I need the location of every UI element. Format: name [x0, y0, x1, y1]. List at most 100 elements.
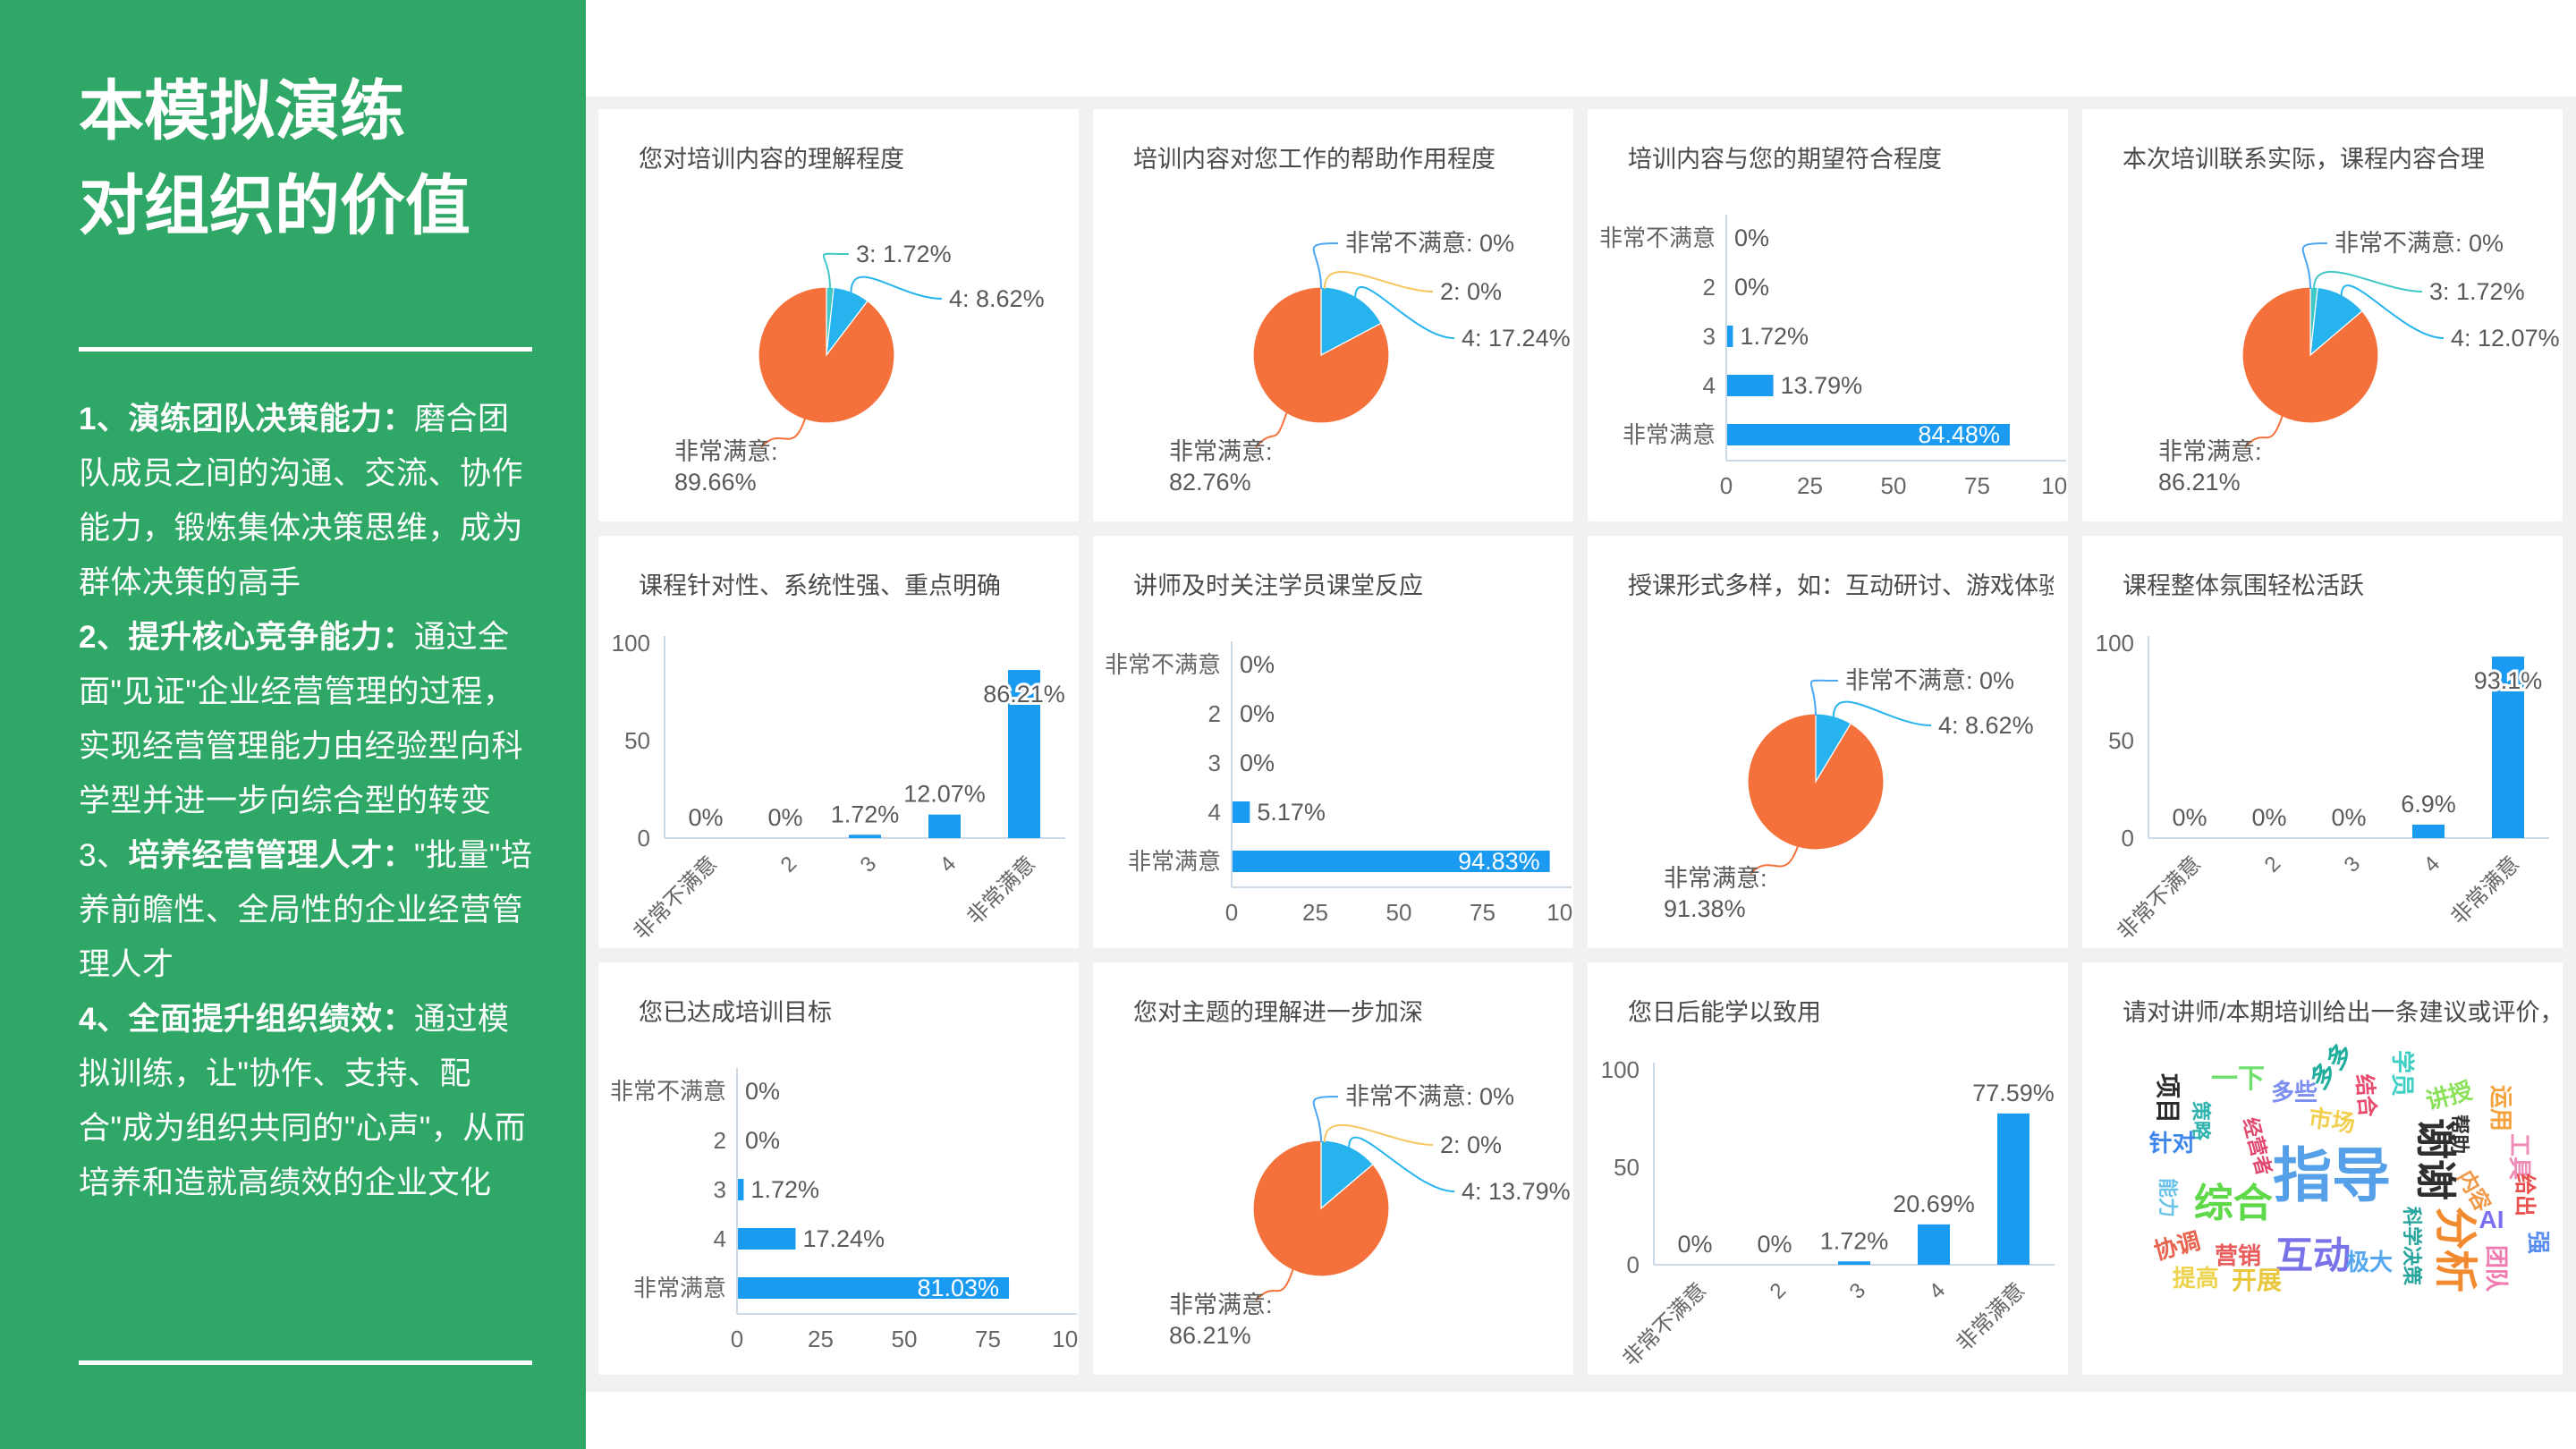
- svg-text:75: 75: [975, 1326, 1001, 1352]
- svg-text:4: 17.24%: 4: 17.24%: [1462, 325, 1571, 352]
- svg-text:5.17%: 5.17%: [1257, 799, 1326, 826]
- wordcloud-word: 工具: [2506, 1132, 2533, 1180]
- svg-text:0: 0: [1627, 1251, 1640, 1278]
- svg-text:3: 3: [714, 1176, 726, 1203]
- chart-title: 您对主题的理解进一步加深: [1133, 999, 1423, 1026]
- divider-bottom: [79, 1360, 532, 1365]
- svg-text:2: 2: [776, 852, 802, 877]
- wordcloud-word: 团队: [2482, 1245, 2510, 1292]
- pie-chart: 非常不满意: 0% 4: 8.62% 非常满意: 91.38%: [1664, 667, 2034, 922]
- divider-top: [79, 347, 532, 352]
- sidebar-item-lead: 4、全面提升组织绩效：: [79, 1002, 414, 1037]
- wordcloud-word: 一下: [2211, 1063, 2265, 1094]
- wordcloud-word: 项目: [2154, 1073, 2182, 1124]
- svg-text:3: 3: [1703, 323, 1716, 350]
- svg-text:非常不满意: 非常不满意: [610, 1078, 726, 1105]
- wordcloud-word: 学员: [2388, 1049, 2416, 1097]
- sidebar-item-2: 2、提升核心竞争能力：通过全面"见证"企业经营管理的过程，实现经营管理能力由经验…: [79, 610, 535, 828]
- wordcloud-word: 协调: [2150, 1226, 2203, 1266]
- svg-text:非常满意: 非常满意: [633, 1275, 726, 1301]
- svg-text:非常不满意: 0%: 非常不满意: 0%: [2334, 230, 2504, 257]
- svg-text:93.1%: 93.1%: [2474, 667, 2543, 694]
- chart-card-11: 您日后能学以致用 0 50 100 0% 非常不满意 0% 2 1.72% 3 20.69% 4 77.…: [1588, 962, 2068, 1375]
- chart-title: 课程针对性、系统性强、重点明确: [639, 572, 1001, 599]
- svg-text:0: 0: [638, 825, 650, 852]
- sidebar-item-lead: 1、演练团队决策能力：: [79, 402, 414, 436]
- pie-chart: 3: 1.72% 4: 8.62% 非常满意: 89.66%: [674, 241, 1045, 496]
- sidebar-item-1: 1、演练团队决策能力：磨合团队成员之间的沟通、交流、协作能力，锻炼集体决策思维，…: [79, 392, 535, 610]
- svg-text:非常满意: 非常满意: [962, 852, 1040, 929]
- wordcloud-word: 给出: [2512, 1173, 2538, 1216]
- svg-text:0%: 0%: [2331, 804, 2366, 831]
- chart-card-7: 授课形式多样，如：互动研讨、游戏体验、角色扮演非常不满意: 0% 4: 8.62%…: [1588, 536, 2068, 948]
- svg-text:1.72%: 1.72%: [831, 801, 900, 827]
- wordcloud-word: AI: [2479, 1206, 2504, 1234]
- svg-text:4: 12.07%: 4: 12.07%: [2451, 325, 2560, 352]
- chart-card-6: 讲师及时关注学员课堂反应 非常不满意 0% 2 0% 3 0% 4 5.17% 非常满意 94.83…: [1093, 536, 1573, 948]
- wordcloud-word: 经营者: [2238, 1114, 2276, 1178]
- svg-text:非常满意: 非常满意: [1128, 848, 1221, 875]
- svg-text:4: 4: [1925, 1278, 1951, 1304]
- svg-text:0%: 0%: [2251, 804, 2286, 831]
- wordcloud-word: 强: [2525, 1231, 2552, 1255]
- chart-title: 您日后能学以致用: [1628, 999, 1821, 1026]
- hbar-chart: 非常不满意 0% 2 0% 3 0% 4 5.17% 非常满意 94.83% 0 25 50 75 100: [1105, 641, 1573, 926]
- svg-text:86.21%: 86.21%: [1169, 1322, 1251, 1349]
- sidebar-item-body: 通过全面"见证"企业经营管理的过程，实现经营管理能力由经验型向科学型并进一步向综…: [79, 620, 524, 818]
- svg-text:非常不满意: 0%: 非常不满意: 0%: [1345, 1083, 1514, 1110]
- svg-text:非常满意: 非常满意: [1952, 1278, 2029, 1356]
- svg-text:4: 4: [2419, 852, 2445, 877]
- svg-text:3: 3: [2340, 852, 2366, 877]
- chart-card-12: 请对讲师/本期培训给出一条建议或评价，谢谢项目一下多些多多结合学员讲授运用市场策…: [2082, 962, 2563, 1375]
- svg-text:50: 50: [892, 1326, 918, 1352]
- chart-title: 授课形式多样，如：互动研讨、游戏体验、角色扮演: [1628, 572, 2054, 599]
- chart-title: 课程整体氛围轻松活跃: [2123, 572, 2364, 599]
- chart-title: 请对讲师/本期培训给出一条建议或评价，谢谢: [2123, 999, 2548, 1026]
- wordcloud-word: 开展: [2231, 1267, 2283, 1295]
- svg-text:0%: 0%: [1757, 1231, 1792, 1258]
- svg-text:100: 100: [2041, 472, 2068, 499]
- svg-text:82.76%: 82.76%: [1169, 469, 1251, 496]
- svg-text:81.03%: 81.03%: [917, 1275, 999, 1301]
- hbar-chart: 非常不满意 0% 2 0% 3 1.72% 4 17.24% 非常满意 81.03% 0 25 50 75…: [610, 1068, 1079, 1352]
- svg-text:3: 3: [1208, 750, 1221, 776]
- wordcloud-word: 多些: [2270, 1079, 2318, 1106]
- svg-text:100: 100: [1546, 899, 1573, 926]
- wordcloud-word: 讲授: [2423, 1076, 2476, 1114]
- vbar-chart: 0 50 100 0% 非常不满意 0% 2 1.72% 3 12.07% 4 86.21% 非常满意: [612, 630, 1068, 945]
- chart-title: 您对培训内容的理解程度: [639, 146, 904, 173]
- svg-text:100: 100: [612, 630, 650, 657]
- svg-text:86.21%: 86.21%: [983, 681, 1065, 708]
- sidebar-item-body: 通过模拟训练，让"协作、支持、配合"成为组织共同的"心声"，从而培养和造就高绩效…: [79, 1002, 527, 1200]
- svg-text:3: 3: [856, 852, 882, 877]
- svg-text:50: 50: [624, 727, 650, 754]
- svg-text:89.66%: 89.66%: [674, 469, 757, 496]
- chart-card-3: 培训内容与您的期望符合程度 非常不满意 0% 2 0% 3 1.72% 4 13.79% 非常满意…: [1588, 109, 2068, 521]
- svg-text:非常满意:: 非常满意:: [2158, 438, 2262, 465]
- svg-text:75: 75: [1964, 472, 1990, 499]
- sidebar-item-lead: 培养经营管理人才：: [128, 838, 414, 873]
- hbar-chart: 非常不满意 0% 2 0% 3 1.72% 4 13.79% 非常满意 84.48% 0 25 50 75…: [1599, 215, 2068, 499]
- svg-text:6.9%: 6.9%: [2401, 791, 2456, 818]
- chart-title: 讲师及时关注学员课堂反应: [1133, 572, 1423, 599]
- chart-card-5: 课程针对性、系统性强、重点明确 0 50 100 0% 非常不满意 0% 2 1.72% 3 12.…: [598, 536, 1079, 948]
- sidebar-title-line2: 对组织的价值: [79, 169, 470, 242]
- svg-text:非常不满意: 非常不满意: [1618, 1278, 1711, 1371]
- chart-title: 培训内容对您工作的帮助作用程度: [1133, 146, 1496, 173]
- pie-chart: 非常不满意: 0% 2: 0% 4: 13.79% 非常满意: 86.21%: [1169, 1083, 1571, 1349]
- svg-text:4: 4: [1208, 799, 1221, 826]
- svg-text:非常满意: 非常满意: [1623, 421, 1716, 448]
- svg-text:非常不满意: 非常不满意: [1105, 651, 1221, 678]
- chart-card-10: 您对主题的理解进一步加深非常不满意: 0% 2: 0% 4: 13.79% 非常满意:…: [1093, 962, 1573, 1375]
- svg-text:12.07%: 12.07%: [903, 781, 986, 808]
- chart-title: 培训内容与您的期望符合程度: [1628, 146, 1942, 173]
- sidebar-item-body: 3、: [79, 838, 129, 873]
- svg-text:100: 100: [2096, 630, 2134, 657]
- svg-text:0%: 0%: [1734, 225, 1769, 251]
- wordcloud-word: 分析: [2430, 1206, 2479, 1292]
- svg-text:3: 1.72%: 3: 1.72%: [856, 241, 952, 267]
- svg-text:0%: 0%: [1240, 750, 1275, 776]
- wordcloud-word: 运用: [2487, 1085, 2514, 1132]
- svg-text:1.72%: 1.72%: [750, 1176, 819, 1203]
- chart-card-1: 您对培训内容的理解程度 3: 1.72% 4: 8.62% 非常满意: 89.66%: [598, 109, 1079, 521]
